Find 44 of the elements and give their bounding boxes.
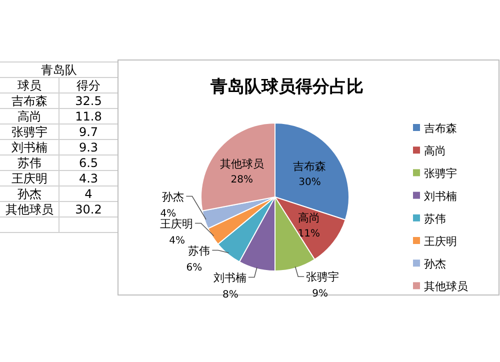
text: 4.3 [78, 172, 98, 186]
legend-label: 张骋宇 [424, 167, 457, 180]
slice-label: 刘书楠 [213, 271, 246, 284]
text: 4 [84, 187, 92, 201]
chart-title: 青岛队球员得分占比 [210, 77, 364, 97]
slice-label: 张骋宇 [306, 270, 340, 284]
data-label: 8% [222, 289, 238, 300]
text: 刘书楠 [12, 140, 48, 154]
data-label: 4% [160, 208, 176, 220]
legend-label: 孙杰 [424, 258, 446, 271]
text: 其他球员 [6, 202, 54, 216]
slice-label: 其他球员 [220, 158, 264, 171]
slice-label: 孙杰 [162, 190, 184, 204]
legend-label: 其他球员 [424, 280, 468, 294]
legend-label: 刘书楠 [424, 190, 457, 203]
text: 9.3 [78, 140, 98, 154]
text: 高尚 [18, 110, 42, 124]
text: 张骋宇 [12, 125, 48, 139]
text: 11.8 [75, 110, 102, 124]
text: 孙杰 [18, 187, 42, 201]
data-label: 9% [312, 288, 328, 300]
legend-label: 王庆明 [424, 235, 457, 248]
text: 球员 [18, 78, 42, 92]
data-label: 11% [298, 228, 320, 240]
text: 得分 [76, 78, 100, 92]
slice-label: 苏伟 [188, 244, 210, 258]
data-label: 30% [298, 176, 321, 188]
text: 青岛队 [41, 63, 77, 77]
legend-label: 高尚 [424, 144, 446, 158]
slice-label: 高尚 [298, 211, 320, 224]
text: 32.5 [75, 94, 102, 108]
data-label: 28% [230, 174, 254, 186]
text: 9.7 [78, 125, 98, 139]
text: 王庆明 [12, 172, 48, 186]
text: 6.5 [78, 156, 98, 170]
data-label: 4% [169, 235, 186, 246]
data-label: 6% [186, 262, 202, 274]
legend-label: 吉布森 [424, 122, 457, 135]
text: 苏伟 [18, 156, 42, 170]
legend-label: 苏伟 [424, 212, 446, 226]
text: 30.2 [75, 202, 102, 216]
slice-label: 吉布森 [293, 160, 326, 173]
text: 吉布森 [12, 94, 48, 108]
slice-label: 王庆明 [160, 217, 194, 230]
